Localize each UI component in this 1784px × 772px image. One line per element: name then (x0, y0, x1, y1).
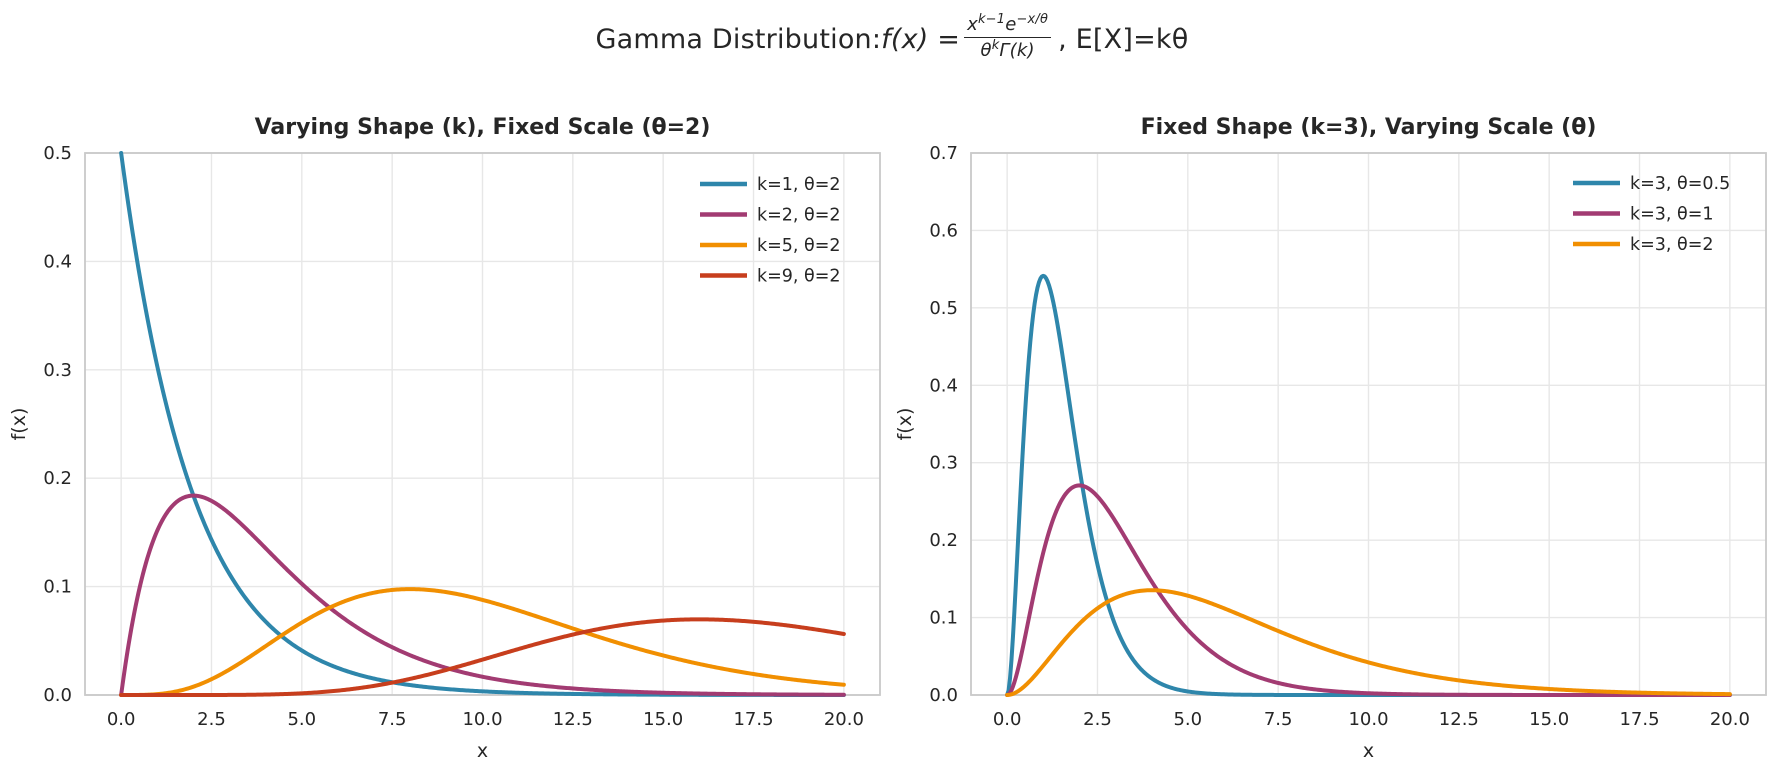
legend-label: k=9, θ=2 (757, 267, 841, 287)
frac-den-gamma: Γ(k) (999, 39, 1035, 61)
y-tick-label: 0.4 (43, 251, 72, 272)
curve-k-2-2 (119, 493, 846, 697)
x-tick-label: 2.5 (1083, 709, 1112, 730)
y-tick-label: 0.5 (929, 298, 958, 319)
frac-num-e-exp: −x/θ (1016, 11, 1049, 27)
frac-num-x: x (967, 13, 978, 35)
frac-num-e: e (1005, 13, 1017, 35)
x-tick-label: 0.0 (107, 709, 136, 730)
y-tick-label: 0.2 (929, 530, 958, 551)
legend-label: k=3, θ=2 (1630, 235, 1714, 255)
frac-num-x-exp: k−1 (977, 11, 1006, 27)
right-subplot: 0.0 2.5 5.0 7.5 10.0 12.5 15.0 17.5 20.0 0.0 0.1 0.… (894, 115, 1767, 762)
x-tick-label: 20.0 (824, 709, 864, 730)
x-tick-label: 5.0 (287, 709, 316, 730)
y-tick-label: 0.5 (43, 143, 72, 164)
y-axis-label: f(x) (8, 408, 30, 441)
x-tick-label: 15.0 (1529, 709, 1569, 730)
y-tick-label: 0.3 (43, 360, 72, 381)
x-tick-label: 20.0 (1710, 709, 1750, 730)
x-tick-label: 2.5 (197, 709, 226, 730)
figure-title-suffix: , E[X]=kθ (1058, 23, 1189, 55)
y-tick-label: 0.0 (43, 685, 72, 706)
y-tick-label: 0.1 (43, 577, 72, 598)
x-tick-label: 7.5 (1264, 709, 1293, 730)
x-tick-label: 7.5 (378, 709, 407, 730)
y-tick-label: 0.6 (929, 220, 958, 241)
x-tick-label: 12.5 (1439, 709, 1479, 730)
x-tick-label: 15.0 (643, 709, 683, 730)
curves-group (1005, 273, 1732, 697)
frac-den-theta: θ (980, 39, 992, 61)
legend: k=3, θ=0.5 k=3, θ=1 k=3, θ=2 (1573, 174, 1730, 255)
curve-k-3-2 (1005, 588, 1732, 697)
y-tick-label: 0.4 (929, 375, 958, 396)
left-subplot: 0.0 2.5 5.0 7.5 10.0 12.5 15.0 17.5 20.0 0.0 0.1 0.… (8, 115, 881, 762)
y-tick-label: 0.1 (929, 608, 958, 629)
legend-label: k=5, θ=2 (757, 236, 841, 256)
y-tick-label: 0.0 (929, 685, 958, 706)
subplot-title: Fixed Shape (k=3), Varying Scale (θ) (1141, 115, 1597, 140)
legend-label: k=1, θ=2 (757, 175, 841, 195)
legend-label: k=3, θ=0.5 (1630, 174, 1730, 194)
x-tick-label: 5.0 (1173, 709, 1202, 730)
curve-k-9-2 (119, 617, 846, 697)
legend-label: k=2, θ=2 (757, 206, 841, 226)
plot-spines (84, 152, 881, 696)
y-tick-label: 0.3 (929, 453, 958, 474)
x-tick-label: 12.5 (553, 709, 593, 730)
x-tick-label: 17.5 (733, 709, 773, 730)
x-tick-label: 10.0 (1348, 709, 1388, 730)
curve-k-3-1 (1005, 483, 1732, 697)
curves-group (119, 151, 846, 697)
frac-den-theta-exp: k (991, 37, 1000, 53)
x-tick-label: 17.5 (1619, 709, 1659, 730)
y-tick-label: 0.7 (929, 143, 958, 164)
y-axis-label: f(x) (894, 408, 916, 441)
subplot-title: Varying Shape (k), Fixed Scale (θ=2) (255, 115, 711, 140)
figure-title-fraction: xk−1e−x/θ θkΓ(k) (964, 11, 1052, 62)
x-tick-label: 0.0 (993, 709, 1022, 730)
fraction-denominator: θkΓ(k) (980, 38, 1034, 62)
curve-k-5-2 (119, 587, 846, 697)
fraction-numerator: xk−1e−x/θ (964, 11, 1052, 38)
x-tick-label: 10.0 (462, 709, 502, 730)
figure-title-fx: f(x) = (881, 23, 961, 55)
x-axis-label: x (1363, 740, 1374, 762)
figure-title-prefix: Gamma Distribution: (595, 23, 882, 55)
figure-title: Gamma Distribution: f(x) = xk−1e−x/θ θkΓ… (0, 4, 1784, 74)
y-tick-label: 0.2 (43, 468, 72, 489)
legend: k=1, θ=2 k=2, θ=2 k=5, θ=2 k=9, θ=2 (700, 175, 841, 287)
legend-label: k=3, θ=1 (1630, 205, 1714, 225)
x-axis-label: x (477, 740, 488, 762)
